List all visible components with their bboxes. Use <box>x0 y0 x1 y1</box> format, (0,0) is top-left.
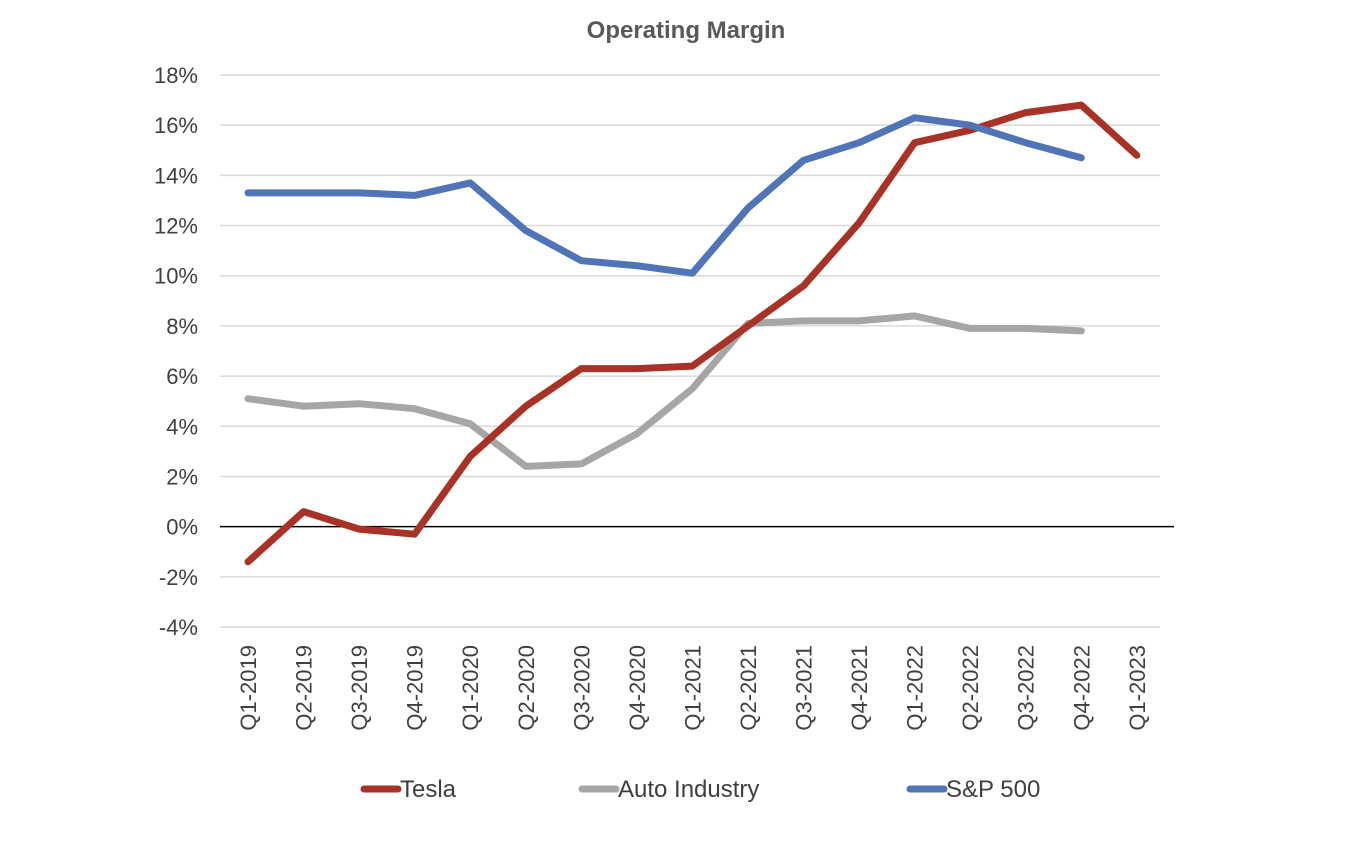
x-tick-label: Q3-2019 <box>347 645 372 731</box>
y-axis-ticks: -4% -2% 0% 2% 4% 6% 8% 10% 12% 14% 16% 18% <box>154 63 198 640</box>
series-line-s-p-500 <box>244 114 1085 277</box>
x-tick-label: Q3-2022 <box>1014 645 1039 731</box>
x-tick-label: Q3-2021 <box>792 645 817 731</box>
y-tick-label: 18% <box>154 63 198 88</box>
y-tick-label: 6% <box>166 364 198 389</box>
series-line-auto-industry <box>244 312 1085 470</box>
x-tick-label: Q1-2019 <box>236 645 261 731</box>
y-tick-label: 2% <box>166 464 198 489</box>
y-tick-label: -2% <box>159 565 198 590</box>
y-tick-label: 16% <box>154 113 198 138</box>
x-tick-label: Q2-2019 <box>292 645 317 731</box>
y-tick-label: 8% <box>166 314 198 339</box>
x-tick-label: Q2-2020 <box>514 645 539 731</box>
legend-label-tesla: Tesla <box>400 776 457 803</box>
x-tick-label: Q1-2022 <box>903 645 928 731</box>
gridlines <box>220 74 1174 628</box>
series-lines <box>244 101 1141 566</box>
x-tick-label: Q1-2023 <box>1125 645 1150 731</box>
legend-label-auto-industry: Auto Industry <box>618 776 759 803</box>
legend-label-s-p-500: S&P 500 <box>946 776 1040 803</box>
x-tick-label: Q3-2020 <box>569 645 594 731</box>
y-tick-label: 0% <box>166 515 198 540</box>
chart-title: Operating Margin <box>587 17 786 44</box>
x-tick-label: Q4-2020 <box>625 645 650 731</box>
x-tick-label: Q2-2021 <box>736 645 761 731</box>
series-line-tesla <box>244 101 1141 566</box>
y-tick-label: 4% <box>166 414 198 439</box>
y-tick-label: 10% <box>154 264 198 289</box>
x-tick-label: Q1-2020 <box>458 645 483 731</box>
x-axis-ticks: Q1-2019 Q2-2019 Q3-2019 Q4-2019 Q1-2020 Q2-20… <box>236 645 1150 731</box>
y-tick-label: 14% <box>154 163 198 188</box>
legend: Tesla Auto Industry S&P 500 <box>360 776 1040 803</box>
x-tick-label: Q2-2022 <box>958 645 983 731</box>
x-tick-label: Q1-2021 <box>680 645 705 731</box>
x-tick-label: Q4-2022 <box>1069 645 1094 731</box>
x-tick-label: Q4-2019 <box>403 645 428 731</box>
y-tick-label: -4% <box>159 615 198 640</box>
y-tick-label: 12% <box>154 214 198 239</box>
x-tick-label: Q4-2021 <box>847 645 872 731</box>
